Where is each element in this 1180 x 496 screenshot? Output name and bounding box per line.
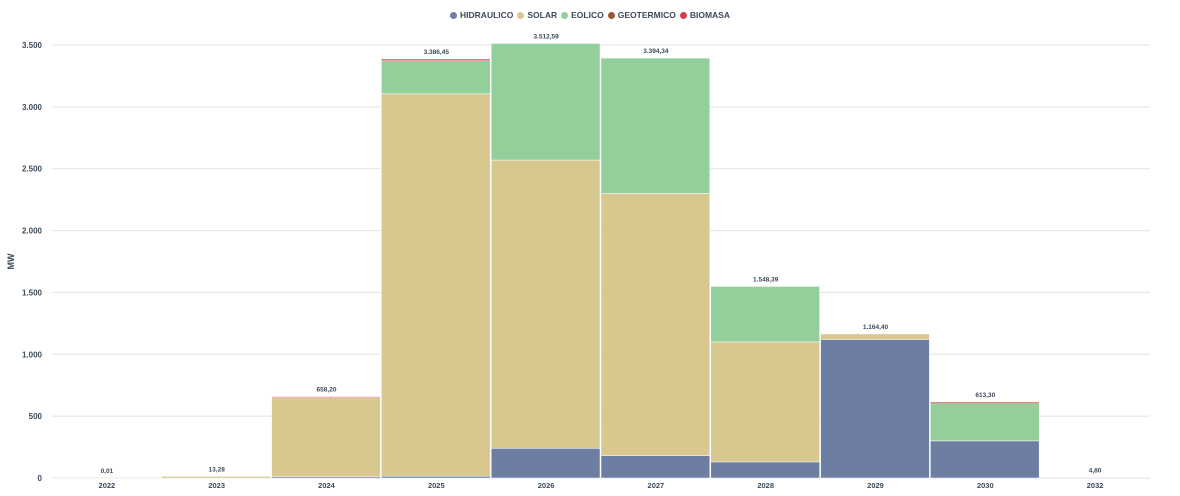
y-tick-label: 1.000	[22, 350, 43, 359]
chart-legend: HIDRAULICO SOLAR EOLICO GEOTERMICO BIOMASA	[0, 10, 1180, 20]
bar-segment-eolico	[930, 403, 1040, 442]
bar-segment-geotermico	[930, 401, 1040, 405]
bar-segment-solar	[51, 477, 162, 479]
legend-swatch	[607, 11, 615, 19]
bar-total-label: 0,01	[101, 468, 114, 475]
bar-total-label: 13,28	[209, 466, 226, 473]
bar-segment-hidraulico	[820, 339, 930, 479]
bar-segment-eolico	[381, 60, 491, 95]
bar-segment-hidraulico	[490, 448, 601, 479]
x-tick-label: 2030	[977, 481, 994, 490]
bar-total-label: 1.164,40	[863, 324, 889, 331]
bar-total-label: 3.394,34	[643, 48, 669, 55]
x-tick-label: 2025	[428, 481, 445, 490]
y-tick-label: 3.500	[22, 41, 43, 50]
x-tick-label: 2026	[538, 481, 555, 490]
bar-segment-hidraulico	[600, 455, 711, 479]
x-tick-label: 2029	[867, 481, 884, 490]
bar-segment-solar	[710, 341, 820, 463]
x-tick-label: 2024	[318, 481, 336, 490]
bar-segment-eolico	[600, 57, 711, 194]
x-tick-label: 2032	[1087, 481, 1104, 490]
bar-total-label: 3.512,59	[533, 33, 559, 40]
legend-label: SOLAR	[527, 10, 558, 20]
legend-item-solar[interactable]: SOLAR	[517, 10, 557, 20]
bar-segment-solar	[271, 397, 381, 478]
bar-total-label: 3.386,45	[424, 49, 450, 56]
bar-total-label: 613,30	[975, 392, 995, 399]
y-tick-label: 500	[29, 412, 43, 421]
bar-segment-hidraulico	[710, 461, 820, 479]
y-tick-label: 3.000	[22, 103, 43, 112]
legend-label: HIDRAULICO	[460, 10, 514, 20]
legend-swatch	[517, 11, 525, 19]
bar-segment-hidraulico	[930, 440, 1040, 479]
bar-segment-biomasa	[381, 58, 491, 61]
bar-segment-eolico	[490, 43, 601, 161]
bar-segment-solar	[820, 333, 930, 340]
x-tick-label: 2022	[99, 481, 116, 490]
bar-segment-eolico	[710, 286, 820, 343]
y-tick-label: 1.500	[22, 288, 43, 297]
bar-total-label: 658,20	[317, 387, 337, 394]
y-axis-title: MW	[6, 253, 16, 269]
bar-segment-biomasa	[271, 396, 381, 398]
legend-item-geotermico[interactable]: GEOTERMICO	[607, 10, 676, 20]
bar-segment-solar	[161, 476, 271, 479]
y-tick-label: 2.000	[22, 227, 43, 236]
legend-item-biomasa[interactable]: BIOMASA	[679, 10, 730, 20]
bar-total-label: 4,80	[1089, 467, 1102, 474]
x-tick-label: 2028	[757, 481, 774, 490]
bar-segment-hidraulico	[1039, 477, 1150, 479]
legend-swatch	[450, 11, 458, 19]
bar-segment-solar	[381, 93, 491, 477]
y-tick-label: 2.500	[22, 165, 43, 174]
x-tick-label: 2027	[648, 481, 665, 490]
legend-label: BIOMASA	[689, 10, 730, 20]
bar-segment-hidraulico	[381, 475, 491, 479]
legend-swatch	[679, 11, 687, 19]
bar-segment-solar	[490, 159, 601, 449]
x-tick-label: 2023	[208, 481, 225, 490]
bar-total-label: 1.548,39	[753, 276, 779, 283]
bar-segment-solar	[600, 193, 711, 456]
legend-swatch	[561, 11, 569, 19]
legend-item-eolico[interactable]: EOLICO	[561, 10, 604, 20]
legend-label: EOLICO	[571, 10, 604, 20]
legend-item-hidraulico[interactable]: HIDRAULICO	[450, 10, 513, 20]
legend-label: GEOTERMICO	[617, 10, 676, 20]
y-tick-label: 0	[38, 474, 43, 483]
